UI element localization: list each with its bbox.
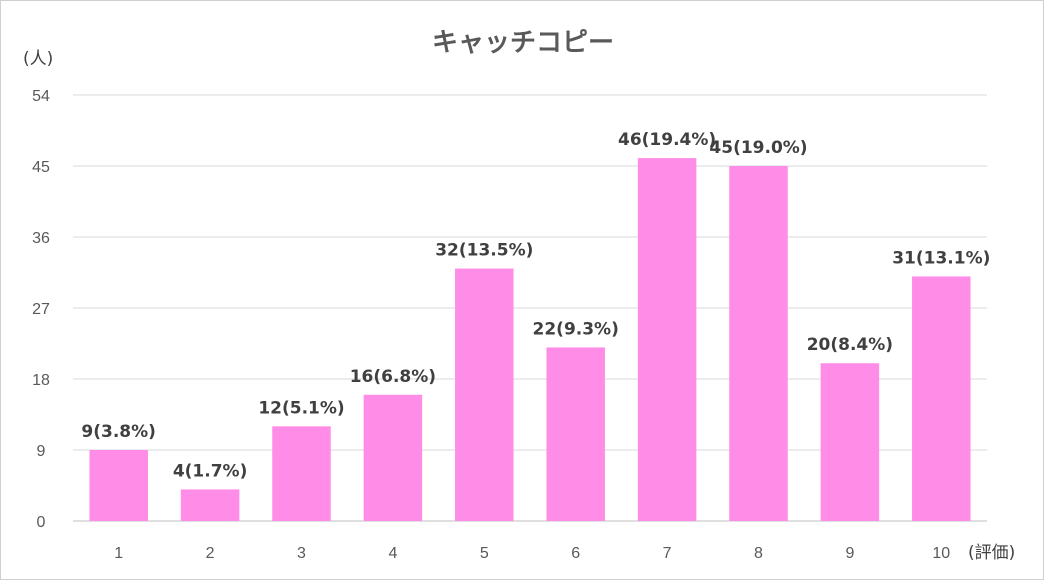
bar (89, 450, 148, 521)
x-tick-label: 6 (571, 545, 580, 562)
x-tick-label: 9 (845, 545, 854, 562)
x-tick-label: 10 (932, 545, 950, 562)
data-label: 16(6.8%) (350, 367, 436, 387)
x-tick-label: 2 (206, 545, 215, 562)
chart-title: キャッチコピー (432, 28, 614, 58)
bar (729, 166, 788, 521)
y-tick-label: 27 (32, 301, 50, 318)
x-tick-label: 3 (297, 545, 306, 562)
data-label: 31(13.1%) (892, 248, 990, 268)
bar (912, 276, 971, 521)
y-tick-label: 54 (32, 88, 50, 105)
bar (180, 489, 240, 521)
y-tick-label: 9 (37, 443, 46, 460)
y-tick-label: 18 (32, 372, 50, 389)
y-axis-unit-label: (人) (23, 49, 53, 69)
y-tick-label: 36 (32, 230, 50, 247)
bar (546, 347, 605, 521)
y-tick-label: 45 (32, 159, 50, 176)
data-label: 9(3.8%) (81, 422, 156, 442)
data-label: 46(19.4%) (618, 130, 716, 150)
y-tick-label: 0 (37, 514, 46, 531)
data-label: 20(8.4%) (807, 335, 893, 355)
bar (820, 363, 880, 521)
data-label: 22(9.3%) (533, 319, 619, 339)
x-tick-label: 7 (663, 545, 672, 562)
x-tick-label: 4 (388, 545, 397, 562)
bar (272, 426, 331, 521)
data-label: 4(1.7%) (173, 461, 248, 481)
bar (455, 268, 514, 521)
x-tick-label: 1 (114, 545, 123, 562)
bar (363, 394, 423, 521)
data-label: 45(19.0%) (709, 138, 807, 158)
x-tick-label: 8 (754, 545, 763, 562)
bar (637, 158, 697, 521)
data-label: 32(13.5%) (435, 241, 533, 261)
x-axis-unit-label: (評価) (968, 543, 1015, 563)
x-tick-label: 5 (480, 545, 489, 562)
data-label: 12(5.1%) (258, 398, 344, 418)
